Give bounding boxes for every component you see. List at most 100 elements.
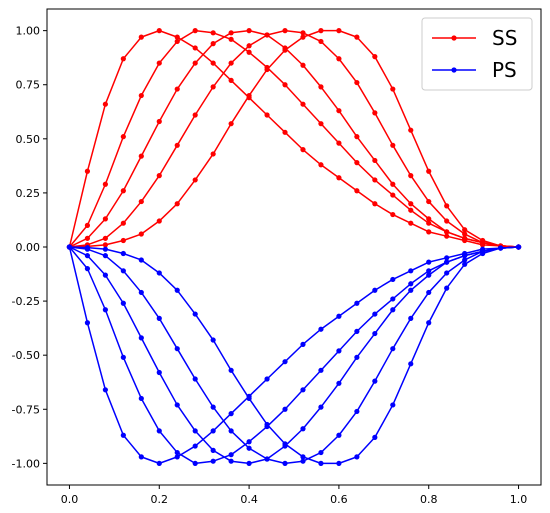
data-point (462, 257, 468, 263)
data-point (210, 30, 216, 36)
data-point (282, 460, 288, 466)
data-point (372, 177, 378, 183)
data-point (336, 56, 342, 62)
data-point (102, 246, 108, 252)
data-point (192, 45, 198, 51)
data-point (264, 376, 270, 382)
y-tick-label: -1.00 (12, 457, 40, 470)
data-point (408, 173, 414, 179)
data-point (102, 101, 108, 107)
data-point (372, 330, 378, 337)
data-point (390, 192, 396, 198)
y-tick-label: 0.00 (16, 241, 41, 254)
data-point (390, 307, 396, 313)
data-point (246, 460, 252, 466)
data-point (156, 173, 162, 179)
series-line (68, 246, 519, 465)
data-point (300, 387, 306, 393)
data-point (282, 82, 288, 88)
data-point (174, 287, 180, 293)
data-point (408, 287, 414, 293)
data-point (228, 36, 234, 42)
data-point (228, 60, 234, 66)
data-point (282, 441, 288, 447)
data-point (264, 66, 270, 73)
data-point (84, 222, 91, 228)
data-point (300, 101, 306, 107)
data-point (426, 168, 432, 174)
data-point (300, 454, 306, 460)
data-point (408, 281, 414, 287)
data-point (228, 458, 234, 464)
data-point (336, 380, 342, 386)
data-point (426, 216, 432, 222)
data-point (282, 406, 288, 412)
data-point (354, 454, 360, 460)
data-point (156, 460, 162, 466)
data-point (444, 203, 450, 209)
data-point (426, 229, 432, 235)
data-point (318, 84, 324, 90)
data-point (354, 300, 360, 306)
y-tick-label: 0.50 (16, 133, 41, 146)
data-point (390, 402, 396, 408)
data-point (336, 460, 342, 466)
data-point (120, 56, 126, 62)
y-tick-label: -0.75 (12, 403, 40, 416)
data-point (390, 181, 396, 187)
data-point (282, 28, 288, 34)
data-point (138, 335, 144, 341)
data-point (444, 229, 450, 235)
data-point (120, 237, 126, 244)
data-point (102, 216, 108, 222)
data-point (210, 458, 216, 464)
data-point (210, 447, 216, 453)
data-point (156, 270, 162, 276)
data-point (156, 369, 162, 376)
data-point (444, 218, 450, 224)
data-point (354, 79, 360, 86)
data-point (462, 253, 468, 259)
data-point (336, 175, 342, 181)
data-point (515, 244, 522, 250)
x-tick-label: 0.0 (61, 493, 79, 506)
x-tick-label: 0.6 (330, 493, 348, 506)
data-point (102, 272, 108, 278)
data-point (408, 207, 414, 213)
data-point (210, 84, 216, 90)
data-point (264, 421, 270, 428)
data-point (66, 244, 73, 250)
data-point (444, 233, 450, 239)
data-point (426, 220, 432, 226)
data-point (462, 227, 468, 233)
data-point (210, 41, 216, 47)
data-point (228, 428, 234, 434)
data-point (300, 426, 306, 432)
series-line (68, 29, 519, 248)
series-9 (66, 244, 522, 466)
data-point (336, 108, 342, 114)
data-point (372, 378, 378, 384)
series-line (69, 29, 519, 248)
data-point (354, 134, 360, 140)
x-tick-label: 0.4 (240, 493, 258, 506)
series-line (69, 29, 519, 248)
data-point (372, 287, 378, 293)
data-point (318, 326, 324, 332)
data-point (246, 445, 252, 451)
data-point (138, 257, 144, 263)
x-tick-label: 1.0 (510, 493, 528, 506)
data-point (174, 201, 180, 207)
x-axis-ticks: 0.0 0.2 0.4 0.6 0.8 1.0 (61, 485, 528, 506)
data-point (426, 259, 432, 265)
y-tick-label: 0.25 (16, 187, 41, 200)
data-point (156, 28, 162, 34)
data-point (84, 168, 91, 174)
data-point (210, 428, 216, 434)
data-point (264, 112, 270, 118)
legend-ps-marker (451, 67, 457, 73)
data-point (372, 157, 378, 164)
data-point (138, 454, 144, 460)
data-point (156, 60, 162, 66)
data-point (246, 92, 252, 99)
